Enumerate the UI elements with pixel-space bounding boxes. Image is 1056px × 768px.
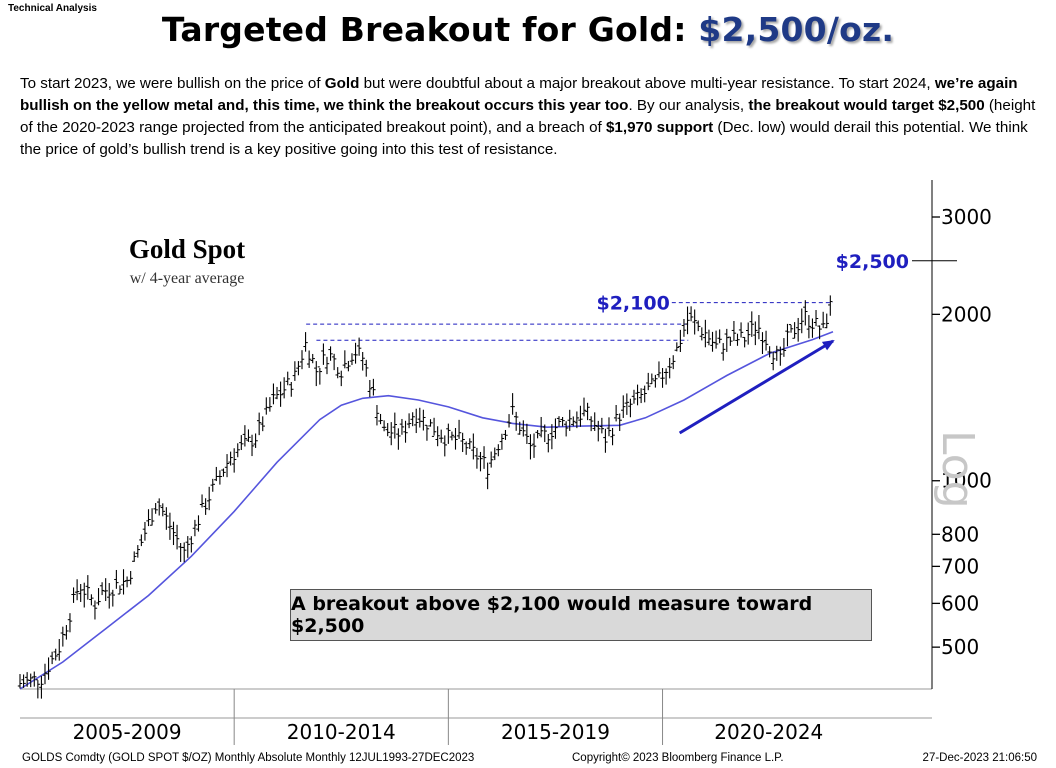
title-prefix: Targeted Breakout for Gold: (161, 10, 699, 49)
moving-average-line (19, 331, 834, 690)
intro-bold-bullish: we’re again bullish on the yellow metal … (20, 75, 1018, 114)
price-series (17, 295, 833, 699)
intro-paragraph: To start 2023, we were bullish on the pr… (20, 73, 1046, 161)
title-target-price: $2,500/oz. (698, 10, 895, 49)
footer-copyright: Copyright© 2023 Bloomberg Finance L.P. (572, 752, 784, 764)
x-category-label: 2015-2019 (501, 720, 610, 744)
y-tick-label: 700 (941, 554, 979, 578)
x-category-label: 2005-2009 (73, 720, 182, 744)
target-marker: $2,500 (836, 251, 957, 273)
intro-bold-gold: Gold (324, 75, 360, 92)
footer-timestamp: 27-Dec-2023 21:06:50 (923, 752, 1037, 764)
target-label: $2,500 (836, 251, 909, 273)
x-category-label: 2010-2014 (287, 720, 396, 744)
x-category-label: 2020-2024 (714, 720, 823, 744)
resistance-label: $2,100 (596, 293, 669, 315)
breakout-callout: A breakout above $2,100 would measure to… (290, 589, 872, 641)
chart-subtitle: w/ 4-year average (130, 270, 245, 287)
section-tag: Technical Analysis (8, 3, 97, 14)
trend-arrow (678, 339, 835, 435)
x-dividers (233, 689, 664, 745)
x-category-labels: 2005-2009 2010-2014 2015-2019 2020-2024 (73, 720, 824, 744)
moving-average (19, 331, 834, 690)
trend-arrow-group (678, 339, 835, 435)
y-tick-label: 1000 (941, 469, 992, 493)
intro-text-1: To start 2023, we were bullish on the pr… (20, 75, 325, 92)
y-tick-label: 500 (941, 635, 979, 659)
intro-bold-support: $1,970 support (605, 119, 714, 136)
log-scale-label: Log (932, 430, 983, 509)
y-tick-label: 600 (941, 591, 979, 615)
chart-title: Gold Spot (129, 234, 245, 264)
y-axis-ticks: 3000 2000 1000 800 700 600 500 (932, 205, 992, 659)
intro-text-3: . By our analysis, (628, 97, 749, 114)
intro-bold-target: the breakout would target $2,500 (748, 97, 985, 114)
y-tick-label: 800 (941, 522, 979, 546)
intro-text-4: (height of the 2020-2023 range projected… (20, 97, 1036, 136)
intro-text-2: but were doubtful about a major breakout… (359, 75, 935, 92)
page-title: Targeted Breakout for Gold: $2,500/oz. (0, 10, 1056, 49)
footer-source: GOLDS Comdty (GOLD SPOT $/OZ) Monthly Ab… (22, 752, 474, 764)
y-tick-label: 3000 (941, 205, 992, 229)
y-tick-label: 2000 (941, 302, 992, 326)
intro-text-5: (Dec. low) would derail this potential. … (20, 119, 1028, 158)
resistance-lines: $2,100 (306, 293, 834, 341)
